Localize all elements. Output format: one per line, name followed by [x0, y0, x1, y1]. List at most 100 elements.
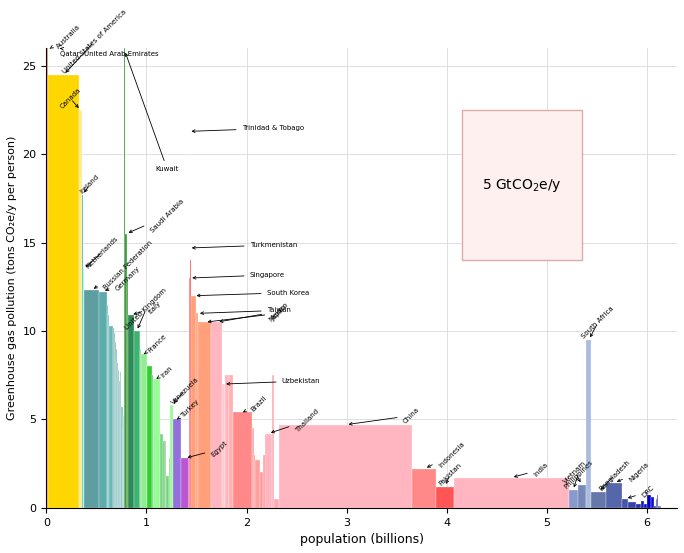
Bar — [252, 428, 254, 508]
Bar — [659, 506, 661, 508]
Bar — [108, 315, 109, 508]
Text: Bangladesh: Bangladesh — [598, 459, 631, 492]
Text: Netherlands: Netherlands — [85, 235, 120, 269]
Bar — [79, 110, 82, 508]
Text: Saudi Arabia: Saudi Arabia — [129, 199, 185, 234]
Text: Australia: Australia — [50, 24, 81, 50]
Bar — [118, 370, 119, 508]
Text: Qatar, United Arab Emirates: Qatar, United Arab Emirates — [60, 48, 159, 57]
Bar — [170, 405, 173, 508]
Text: Canada: Canada — [59, 87, 82, 110]
Bar — [644, 504, 647, 508]
Bar — [568, 490, 577, 508]
Bar — [109, 326, 113, 508]
Bar — [107, 305, 108, 508]
Bar — [657, 495, 658, 508]
Text: Italy: Italy — [134, 300, 162, 315]
Text: 5 GtCO$_2$e/y: 5 GtCO$_2$e/y — [482, 177, 562, 194]
Bar — [147, 367, 152, 508]
Text: Japan: Japan — [209, 304, 288, 323]
Bar — [119, 380, 120, 508]
Bar — [211, 322, 222, 508]
Bar — [47, 48, 49, 508]
Bar — [120, 372, 121, 508]
Bar — [436, 487, 453, 508]
Bar — [658, 506, 659, 508]
Bar — [113, 327, 114, 508]
Text: South Korea: South Korea — [197, 290, 309, 297]
Bar — [453, 478, 568, 508]
Bar — [229, 375, 233, 508]
Bar — [272, 375, 274, 508]
Bar — [173, 419, 181, 508]
Y-axis label: Greenhouse gas pollution (tons CO₂e/y per person): Greenhouse gas pollution (tons CO₂e/y pe… — [7, 136, 17, 420]
Bar — [198, 322, 211, 508]
Text: Philippines: Philippines — [563, 459, 594, 490]
Bar — [181, 458, 189, 508]
Text: South Africa: South Africa — [581, 305, 615, 340]
Bar — [263, 455, 264, 508]
Text: France: France — [144, 333, 168, 354]
Bar — [191, 296, 196, 508]
Bar — [84, 290, 98, 508]
Bar — [233, 413, 252, 508]
Text: Uzbekistan: Uzbekistan — [227, 378, 320, 385]
Text: Venezuela: Venezuela — [170, 375, 200, 405]
Bar — [586, 340, 591, 508]
Bar — [83, 269, 84, 508]
Bar — [166, 476, 170, 508]
Text: Thailand: Thailand — [272, 408, 320, 434]
Text: Kuwait: Kuwait — [125, 54, 179, 172]
Bar — [412, 469, 436, 508]
Text: United States of America: United States of America — [61, 9, 127, 75]
Bar — [607, 483, 622, 508]
Bar — [49, 75, 79, 508]
Bar — [152, 375, 153, 508]
Bar — [222, 384, 224, 508]
Text: DRC: DRC — [629, 484, 655, 499]
Bar — [196, 314, 198, 508]
Bar — [629, 503, 636, 508]
Text: India: India — [514, 461, 549, 478]
Bar — [260, 472, 263, 508]
FancyBboxPatch shape — [462, 110, 582, 260]
Bar — [127, 315, 133, 508]
Bar — [116, 349, 118, 508]
Bar — [133, 331, 140, 508]
Bar — [274, 499, 279, 508]
Bar — [121, 407, 123, 508]
X-axis label: population (billions): population (billions) — [300, 533, 423, 546]
Bar — [98, 292, 107, 508]
Text: Iran: Iran — [157, 365, 174, 379]
Bar — [640, 500, 644, 508]
Text: Vietnam: Vietnam — [563, 460, 588, 485]
Bar — [153, 379, 160, 508]
Bar — [622, 499, 629, 508]
Bar — [115, 342, 116, 508]
Text: Brazil: Brazil — [244, 394, 268, 413]
Text: Russian Federation: Russian Federation — [94, 239, 153, 290]
Bar — [189, 260, 191, 508]
Text: China: China — [350, 406, 421, 425]
Bar — [254, 455, 255, 508]
Bar — [141, 354, 147, 508]
Bar — [265, 434, 272, 508]
Text: Trinidad & Tobago: Trinidad & Tobago — [192, 126, 304, 133]
Text: Singapore: Singapore — [193, 272, 285, 279]
Text: Nigeria: Nigeria — [618, 461, 650, 483]
Text: United Kingdom: United Kingdom — [124, 287, 168, 331]
Bar — [160, 434, 163, 508]
Bar — [636, 504, 640, 508]
Bar — [591, 492, 607, 508]
Text: Germany: Germany — [106, 265, 141, 292]
Bar — [255, 460, 260, 508]
Bar — [124, 234, 127, 508]
Bar — [656, 499, 657, 508]
Text: Mexico: Mexico — [220, 301, 289, 322]
Bar — [224, 375, 229, 508]
Text: Taiwan: Taiwan — [201, 307, 291, 315]
Bar — [279, 425, 412, 508]
Bar — [647, 495, 651, 508]
Bar — [651, 497, 654, 508]
Text: Turkey: Turkey — [177, 399, 200, 419]
